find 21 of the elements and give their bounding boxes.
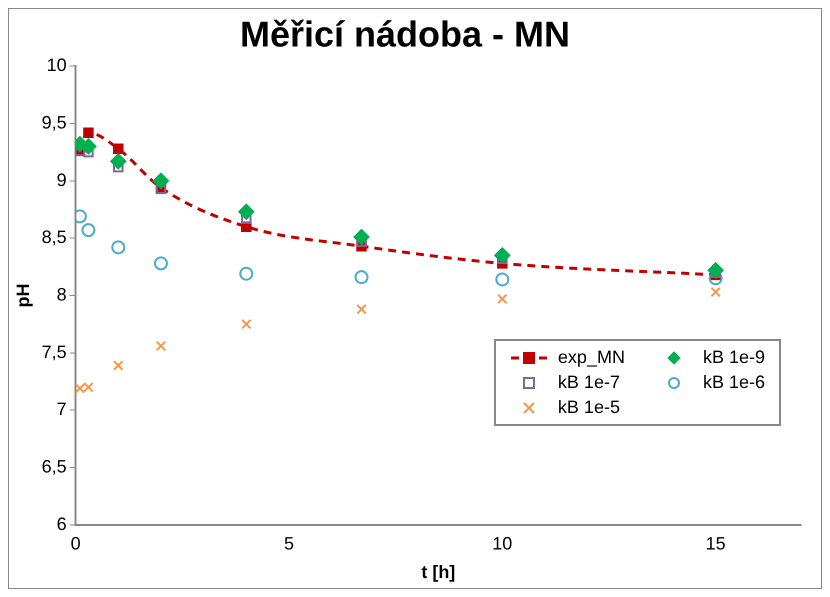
y-axis-title: pH bbox=[12, 284, 33, 308]
y-tick-label: 7 bbox=[56, 399, 67, 420]
y-tick-label: 9,5 bbox=[42, 112, 67, 132]
y-tick-label: 9 bbox=[56, 170, 67, 190]
legend-label: kB 1e-9 bbox=[702, 347, 765, 368]
x-tick-label: 0 bbox=[70, 534, 81, 554]
legend-label: kB 1e-6 bbox=[702, 372, 765, 393]
x-tick-label: 15 bbox=[706, 534, 726, 554]
y-tick-label: 10 bbox=[46, 55, 67, 76]
x-axis-title: t [h] bbox=[421, 562, 456, 582]
y-tick-label: 7,5 bbox=[42, 342, 67, 362]
chart-title: Měřicí nádoba - MN bbox=[240, 14, 570, 55]
legend-label: kB 1e-5 bbox=[558, 397, 620, 418]
y-tick-label: 6 bbox=[56, 514, 67, 534]
y-tick-label: 8,5 bbox=[42, 227, 67, 248]
legend-label: kB 1e-7 bbox=[558, 372, 620, 393]
y-tick-label: 8 bbox=[56, 284, 67, 304]
legend-label: exp_MN bbox=[558, 347, 625, 368]
y-tick-label: 6,5 bbox=[42, 456, 67, 476]
x-tick-label: 10 bbox=[492, 534, 512, 554]
x-tick-label: 5 bbox=[284, 534, 294, 554]
